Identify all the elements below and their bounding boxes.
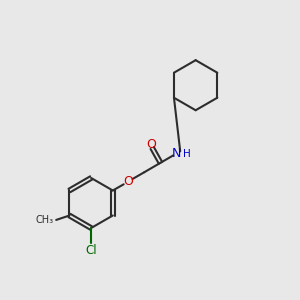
Text: O: O [146,138,156,151]
Text: CH₃: CH₃ [36,215,54,225]
Text: N: N [172,147,182,160]
Text: Cl: Cl [85,244,97,257]
Text: O: O [123,175,133,188]
Text: H: H [183,149,190,159]
